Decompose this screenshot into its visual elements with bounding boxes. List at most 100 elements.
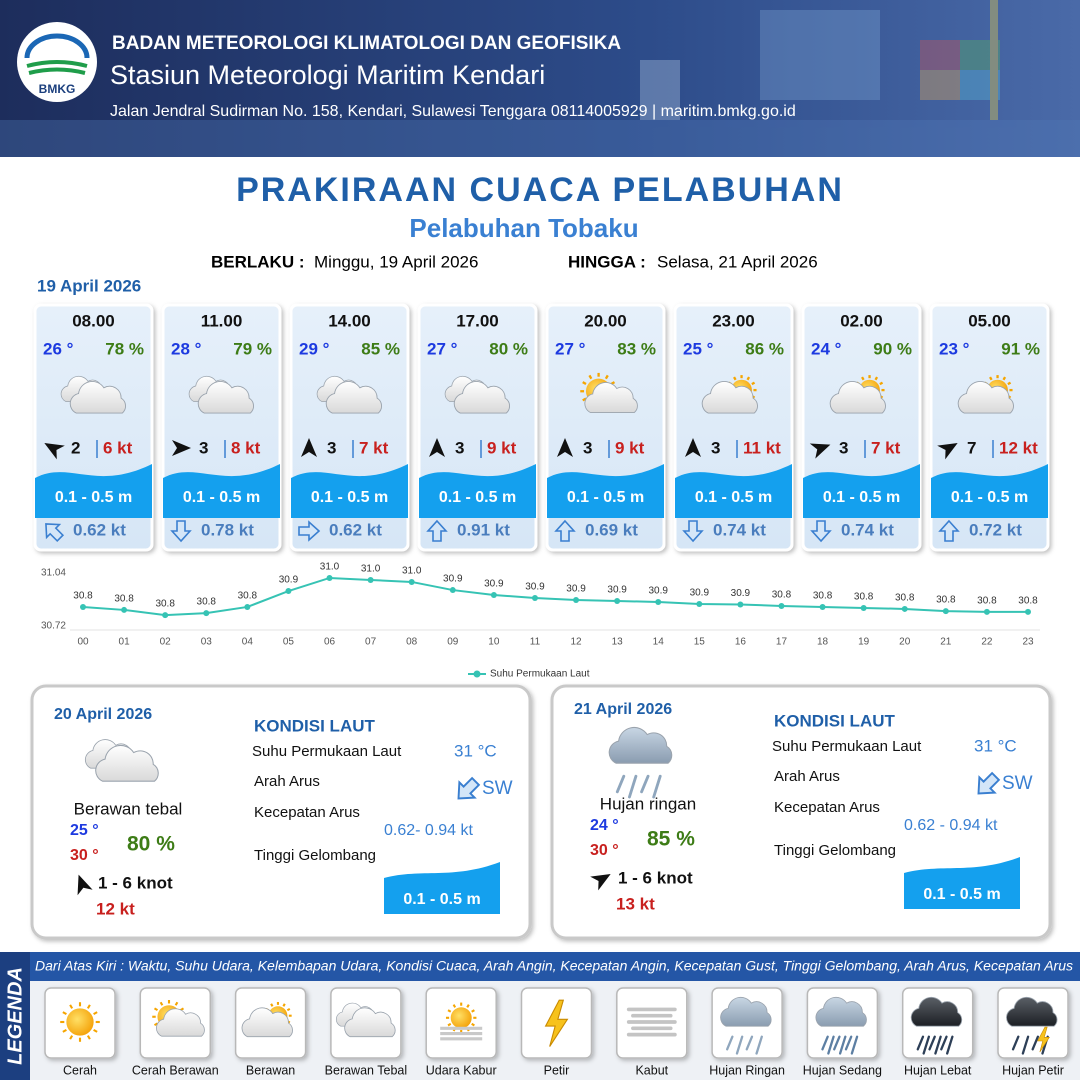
x-tick-label: 00 <box>77 637 89 648</box>
value-label: 30.8 <box>1018 596 1038 607</box>
cloud-shape <box>910 996 963 1027</box>
wave-height: 0.1 - 0.5 m <box>55 489 132 506</box>
header-background <box>0 0 1080 157</box>
cloud-shape <box>241 1007 293 1038</box>
x-tick-label: 02 <box>160 637 172 648</box>
wind-speed: 3 <box>327 438 336 457</box>
cloud <box>1006 996 1058 1027</box>
weather-icon <box>316 375 383 414</box>
rain <box>615 774 626 794</box>
x-tick-label: 22 <box>981 637 993 648</box>
current-arrow <box>170 520 192 543</box>
rain <box>1031 1035 1040 1051</box>
wind-speed: 2 <box>71 438 80 457</box>
x-tick-label: 23 <box>1022 637 1034 648</box>
rain <box>640 774 650 794</box>
rain <box>735 1035 744 1055</box>
temperature: 24 ° <box>811 339 842 358</box>
legend-icon <box>1006 996 1058 1055</box>
humidity: 85 % <box>361 339 400 358</box>
x-tick-label: 17 <box>776 637 788 648</box>
sun-ray <box>447 1009 452 1013</box>
cloud-shape <box>957 381 1014 414</box>
value-label: 30.8 <box>936 595 956 606</box>
sun-ray <box>62 1011 67 1016</box>
valid-to-label: HINGGA : <box>568 252 646 271</box>
cloud <box>829 381 886 414</box>
x-tick-label: 09 <box>447 637 459 648</box>
point <box>162 612 169 619</box>
legend-icon <box>720 996 772 1055</box>
weather-icon <box>701 375 758 414</box>
current-speed: 0.62- 0.94 kt <box>384 822 474 839</box>
point <box>531 595 538 602</box>
current-arrow <box>810 520 832 543</box>
valid-to: Selasa, 21 April 2026 <box>657 252 818 271</box>
subtitle: Pelabuhan Tobaku <box>409 213 638 243</box>
time: 14.00 <box>328 311 371 330</box>
value-label: 30.9 <box>648 586 668 597</box>
rain <box>745 1035 754 1051</box>
cloud <box>156 1008 205 1037</box>
sun-ray <box>69 1035 74 1040</box>
cloud <box>453 381 511 414</box>
value-label: 30.8 <box>772 590 792 601</box>
sun-ray <box>282 1003 286 1007</box>
wind-arrow <box>429 438 445 457</box>
x-tick-label: 12 <box>570 637 582 648</box>
logo-arc <box>24 33 90 59</box>
legend-icon <box>910 996 963 1055</box>
legend-icon <box>241 1001 293 1038</box>
sun-ray <box>874 376 879 381</box>
point <box>1025 608 1031 615</box>
rain <box>725 1035 734 1051</box>
legend-icon <box>440 1002 483 1041</box>
gust: 7 kt <box>871 438 901 457</box>
sun-ray <box>93 1028 98 1033</box>
value-label: 30.8 <box>155 599 175 610</box>
legend-item-label: Berawan <box>246 1063 295 1077</box>
wind-arrow <box>172 440 191 456</box>
value-label: 31.0 <box>402 566 422 577</box>
point <box>490 592 497 599</box>
cloud <box>325 381 383 414</box>
wave-area <box>803 464 920 518</box>
rain <box>1011 1035 1020 1051</box>
cloud <box>815 996 867 1027</box>
sun-ray <box>861 376 865 381</box>
weather-icon <box>829 375 886 414</box>
wind-arrow <box>557 438 573 457</box>
wave-area <box>384 862 500 914</box>
current-speed: 0.62 kt <box>329 520 382 539</box>
wave-height: 0.1 - 0.5 m <box>951 489 1028 506</box>
wind-speed: 3 <box>839 438 848 457</box>
value-label: 31.0 <box>361 564 381 575</box>
weather-icon <box>608 726 673 799</box>
wave-height: 0.1 - 0.5 m <box>311 489 388 506</box>
sun-disc <box>66 1008 94 1036</box>
wave-area <box>904 857 1020 909</box>
sun-ray <box>471 1009 475 1013</box>
sun-ray <box>86 1035 91 1040</box>
point <box>983 608 990 615</box>
cloud-shape <box>95 744 159 782</box>
x-tick-label: 11 <box>530 637 541 648</box>
cloud-shape <box>69 381 127 414</box>
wave-area <box>547 464 664 518</box>
wind-speed: 3 <box>583 438 592 457</box>
x-tick-label: 21 <box>940 637 952 648</box>
current-arrow <box>426 519 448 542</box>
wind-arrow <box>937 443 958 460</box>
sun-ray <box>286 1007 291 1012</box>
x-tick-label: 20 <box>899 637 911 648</box>
temp-max: 30 ° <box>70 847 99 864</box>
value-label: 30.9 <box>566 584 586 595</box>
legend-icon <box>152 1000 205 1037</box>
bolt <box>544 999 569 1047</box>
cloud-shape <box>156 1008 205 1037</box>
point <box>737 601 744 608</box>
legend-item-label: Petir <box>544 1063 570 1077</box>
humidity: 79 % <box>233 339 272 358</box>
gust: 7 kt <box>359 438 389 457</box>
wave-area <box>675 464 792 518</box>
